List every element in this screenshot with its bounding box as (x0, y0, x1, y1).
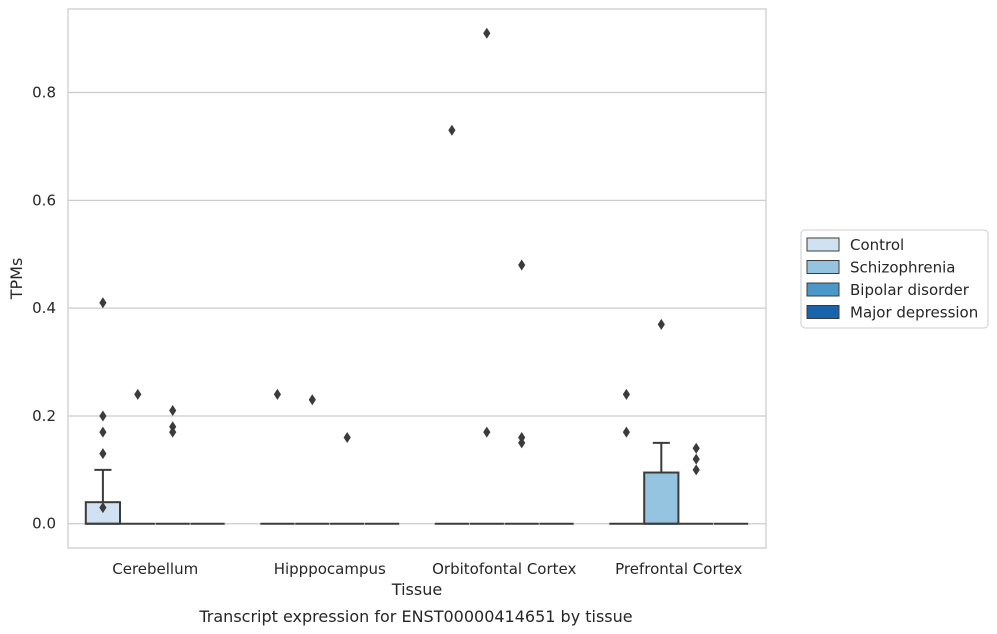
outlier-point (483, 27, 491, 39)
outlier-point (622, 388, 630, 400)
legend: Control Schizophrenia Bipolar disorder Majo… (800, 229, 989, 329)
box-2-1 (330, 432, 365, 525)
x-tick-label: Orbitofontal Cortex (432, 560, 576, 578)
legend-swatch (806, 282, 840, 297)
outlier-point (99, 502, 107, 514)
legend-frame (800, 229, 989, 329)
box-0-1 (260, 388, 295, 525)
legend-label: Major depression (850, 304, 978, 322)
box-1-3 (643, 318, 680, 525)
chart-caption: Transcript expression for ENST0000041465… (198, 607, 632, 626)
box-0-2 (434, 124, 470, 525)
box-0-3 (609, 388, 644, 525)
legend-swatch (806, 260, 840, 274)
legend-label: Bipolar disorder (850, 281, 970, 299)
legend-label: Schizophrenia (850, 259, 955, 277)
outlier-point (99, 426, 107, 438)
box-1-1 (295, 394, 330, 525)
y-tick-label: 0.2 (32, 407, 56, 425)
box-1-2 (469, 27, 504, 525)
outlier-point (273, 388, 281, 400)
outlier-point (518, 259, 526, 271)
x-tick-label: Prefrontal Cortex (615, 560, 742, 578)
y-tick-label: 0.0 (32, 515, 56, 533)
outlier-point (483, 426, 491, 438)
legend-swatch (806, 237, 840, 252)
box-body (643, 471, 680, 525)
legend-label: Control (850, 236, 904, 254)
outlier-point (692, 453, 700, 465)
box-2-2 (504, 259, 539, 525)
y-tick-label: 0.6 (32, 191, 56, 209)
plot-frame (67, 8, 767, 549)
outlier-point (99, 410, 107, 422)
y-axis-label: TPMs (7, 258, 26, 301)
x-tick-labels: Cerebellum Hipppocampus Orbitofontal Corte… (112, 560, 742, 578)
x-axis-label: Tissue (391, 580, 442, 599)
outlier-point (692, 442, 700, 454)
outlier-point (692, 464, 700, 476)
box-1-0 (120, 388, 155, 525)
outlier-point (448, 124, 456, 136)
box-2-0 (155, 405, 190, 525)
outlier-point (518, 437, 526, 449)
legend-swatch (806, 305, 840, 319)
outlier-point (99, 448, 107, 460)
box-plots (84, 27, 749, 525)
box-0-0 (84, 297, 122, 525)
y-tick-labels: 0.0 0.2 0.4 0.6 0.8 (32, 84, 56, 533)
box-2-3 (679, 442, 714, 525)
outlier-point (343, 432, 351, 444)
y-tick-label: 0.4 (32, 299, 56, 317)
outlier-point (622, 426, 630, 438)
outlier-point (169, 426, 177, 438)
outlier-point (169, 405, 177, 417)
x-tick-label: Hipppocampus (274, 560, 386, 578)
outlier-point (308, 394, 316, 406)
x-tick-label: Cerebellum (112, 560, 198, 578)
outlier-point (657, 318, 665, 330)
outlier-point (134, 388, 142, 400)
y-tick-label: 0.8 (32, 84, 56, 102)
outlier-point (99, 297, 107, 309)
